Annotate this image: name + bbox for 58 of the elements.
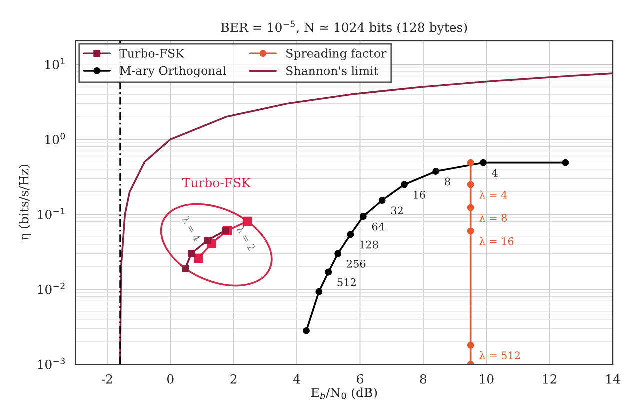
point bbox=[467, 342, 474, 349]
y-tick-label: 10$^{−1}$ bbox=[38, 208, 65, 220]
x-axis-title: E$_{b}$/N$_{0}$ (dB) bbox=[312, 388, 378, 400]
point bbox=[562, 159, 570, 166]
x-tick-label: 14 bbox=[606, 374, 620, 384]
point bbox=[360, 213, 367, 220]
y-axis-title: η (bits/s/Hz) bbox=[19, 165, 32, 241]
x-tick-label: 4 bbox=[293, 374, 300, 384]
y-tick-label: 10$^{1}$ bbox=[46, 58, 65, 70]
annotation: λ = 512 bbox=[480, 351, 520, 360]
y-tick-label: 10$^{−2}$ bbox=[38, 282, 65, 294]
annotation: 4 bbox=[492, 169, 498, 177]
legend-label: Spreading factor bbox=[286, 48, 387, 60]
x-tick-label: 0 bbox=[167, 374, 174, 384]
annotation: 16 bbox=[414, 191, 426, 199]
x-tick-label: 2 bbox=[230, 374, 237, 384]
point bbox=[480, 159, 487, 166]
legend-label: Shannon's limit bbox=[286, 66, 378, 76]
annotation: λ = 8 bbox=[480, 214, 508, 222]
annotation: 8 bbox=[445, 178, 450, 186]
annotation: λ = 4 bbox=[480, 190, 508, 199]
annotation: λ = 16 bbox=[480, 237, 514, 246]
point bbox=[467, 228, 474, 235]
annotation: 32 bbox=[391, 206, 403, 215]
legend-label: M-ary Orthogonal bbox=[120, 66, 226, 78]
point bbox=[182, 265, 189, 272]
point bbox=[316, 288, 323, 296]
annotation: 512 bbox=[338, 278, 356, 286]
x-tick-label: 8 bbox=[420, 374, 427, 384]
point bbox=[347, 231, 354, 238]
point bbox=[243, 216, 252, 226]
point bbox=[432, 168, 440, 176]
legend-label: Turbo-FSK bbox=[120, 48, 185, 58]
y-tick-label: 10$^{0}$ bbox=[46, 132, 66, 144]
annotation: λ = 2 bbox=[236, 225, 256, 252]
x-tick-label: 10 bbox=[480, 374, 494, 384]
annotation: 128 bbox=[360, 240, 378, 249]
point bbox=[334, 250, 342, 258]
point bbox=[303, 328, 310, 334]
annotation: 256 bbox=[347, 260, 366, 268]
x-tick-label: -2 bbox=[102, 374, 112, 384]
x-tick-label: 12 bbox=[543, 374, 557, 384]
point bbox=[467, 159, 474, 166]
y-tick-label: 10$^{−3}$ bbox=[38, 358, 65, 370]
point bbox=[378, 197, 386, 204]
point bbox=[467, 181, 474, 188]
point bbox=[467, 204, 474, 212]
annotation: Turbo-FSK bbox=[182, 178, 252, 188]
x-tick-label: 6 bbox=[357, 374, 364, 384]
point bbox=[325, 268, 332, 276]
point bbox=[194, 254, 204, 263]
point bbox=[204, 237, 212, 244]
chart-title: BER = 10$^{−5}$, N ≃ 1024 bits (128 bytes) bbox=[221, 20, 468, 35]
annotation: λ = 4 bbox=[182, 216, 202, 242]
point bbox=[401, 181, 408, 188]
annotation: 64 bbox=[372, 222, 384, 231]
point bbox=[222, 227, 230, 234]
point bbox=[188, 250, 195, 258]
